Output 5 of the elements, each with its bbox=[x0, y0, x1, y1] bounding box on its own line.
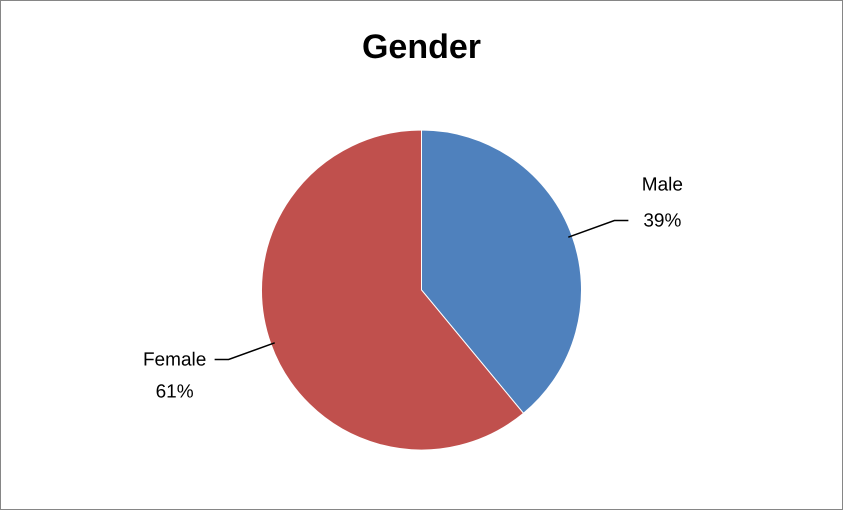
slice-label: Female bbox=[142, 349, 206, 370]
slice-label: Male bbox=[642, 174, 683, 196]
chart-title: Gender bbox=[362, 28, 482, 66]
data-label: 39% bbox=[643, 210, 682, 232]
data-label: 61% bbox=[156, 381, 194, 402]
